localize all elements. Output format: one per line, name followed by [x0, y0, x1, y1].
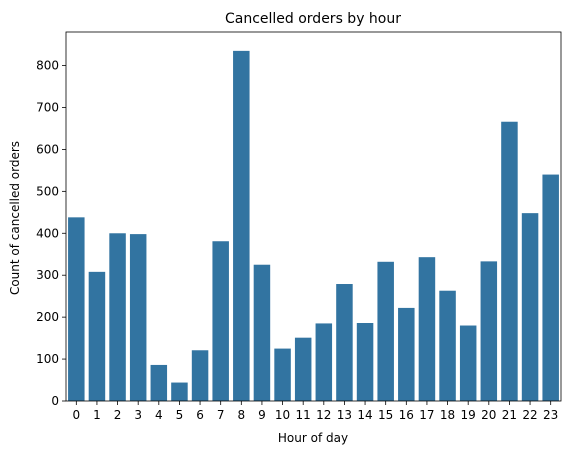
plot-frame	[65, 31, 562, 402]
bar-hour-5	[171, 382, 188, 401]
x-tick-label: 10	[275, 408, 290, 422]
y-tick-label: 400	[36, 226, 59, 240]
x-axis-label: Hour of day	[278, 431, 348, 445]
bar-hour-12	[315, 323, 333, 401]
y-tick-label: 700	[36, 100, 59, 114]
x-tick-label: 14	[357, 408, 372, 422]
x-tick-label: 13	[337, 408, 352, 422]
x-tick-label: 20	[481, 408, 496, 422]
y-axis-label: Count of cancelled orders	[8, 141, 22, 295]
x-axis-ticks: 0 1 2 3 4 5 6 7 8 9 10 11 12 13 14 15 16 17 18 19 20 21 22 23	[72, 401, 558, 422]
x-tick-label: 17	[419, 408, 434, 422]
bar-hour-23	[542, 174, 559, 401]
x-tick-label: 15	[378, 408, 393, 422]
x-tick-label: 0	[72, 408, 80, 422]
bar-hour-6	[191, 350, 209, 401]
y-tick-label: 200	[36, 310, 59, 324]
x-tick-label: 16	[399, 408, 414, 422]
y-tick-label: 0	[51, 394, 59, 408]
x-tick-label: 21	[502, 408, 517, 422]
x-tick-label: 19	[461, 408, 476, 422]
x-tick-label: 8	[237, 408, 245, 422]
bar-hour-7	[212, 241, 229, 401]
bar-hour-11	[294, 337, 312, 401]
x-tick-label: 1	[93, 408, 101, 422]
bar-hour-1	[88, 271, 106, 401]
bar-hour-21	[501, 121, 518, 401]
bar-hour-13	[336, 284, 353, 401]
bar-hour-14	[356, 323, 374, 401]
x-tick-label: 7	[217, 408, 225, 422]
bar-hour-16	[398, 307, 415, 401]
y-tick-label: 600	[36, 142, 59, 156]
x-tick-label: 3	[134, 408, 142, 422]
bar-hour-15	[377, 261, 394, 401]
y-tick-label: 100	[36, 352, 59, 366]
bar-hour-22	[521, 213, 539, 401]
bar-hour-20	[480, 261, 498, 401]
chart-title: Cancelled orders by hour	[225, 11, 401, 27]
bar-hour-4	[150, 364, 168, 401]
bar-hour-9	[253, 264, 271, 401]
bar-hour-18	[439, 290, 456, 401]
bar-hour-17	[418, 257, 436, 401]
y-axis-ticks: 0 100 200 300 400 500 600 700 800	[36, 59, 66, 408]
bar-hour-3	[129, 234, 147, 401]
x-tick-label: 6	[196, 408, 204, 422]
x-tick-label: 5	[176, 408, 184, 422]
bars-group	[68, 50, 559, 401]
y-tick-label: 300	[36, 268, 59, 282]
x-tick-label: 9	[258, 408, 266, 422]
x-tick-label: 22	[522, 408, 537, 422]
bar-hour-0	[68, 217, 85, 401]
bar-hour-10	[274, 348, 291, 401]
x-tick-label: 12	[316, 408, 331, 422]
y-tick-label: 800	[36, 59, 59, 73]
x-tick-label: 11	[296, 408, 311, 422]
x-tick-label: 23	[543, 408, 558, 422]
y-tick-label: 500	[36, 184, 59, 198]
x-tick-label: 18	[440, 408, 455, 422]
x-tick-label: 4	[155, 408, 163, 422]
bar-hour-8	[233, 50, 250, 401]
x-tick-label: 2	[114, 408, 122, 422]
bar-hour-2	[109, 233, 126, 401]
bar-hour-19	[459, 325, 477, 401]
